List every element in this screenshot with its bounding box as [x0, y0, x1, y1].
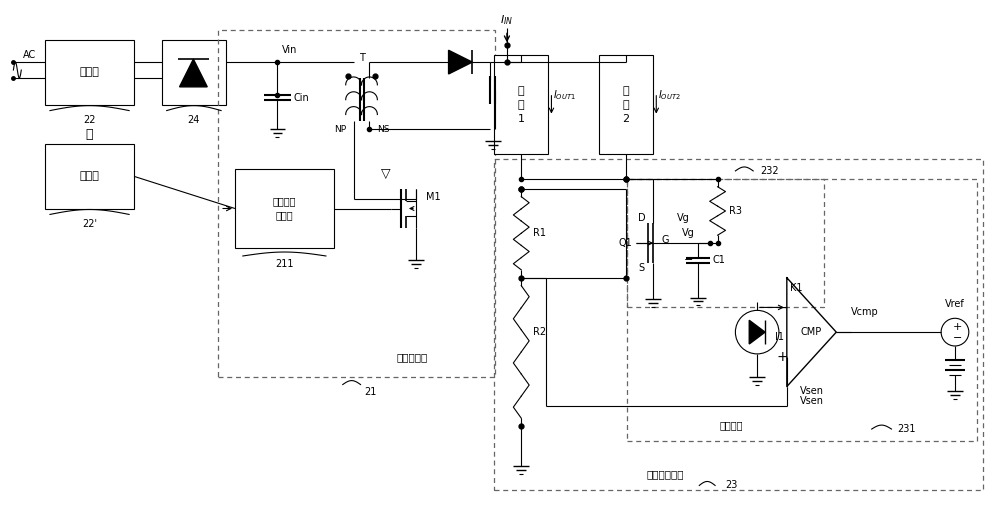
Text: R3: R3	[729, 206, 742, 216]
Text: K1: K1	[790, 282, 803, 293]
Polygon shape	[180, 59, 207, 87]
Text: M1: M1	[426, 192, 440, 202]
Text: Cin: Cin	[293, 93, 309, 103]
Text: $I_{OUT2}$: $I_{OUT2}$	[658, 88, 681, 102]
Text: G: G	[661, 235, 669, 245]
Text: −: −	[953, 333, 963, 343]
Text: +: +	[776, 350, 788, 364]
Bar	[45, 40, 134, 105]
Text: Q1: Q1	[619, 238, 632, 248]
Text: 22': 22'	[82, 219, 97, 229]
Text: 23: 23	[726, 481, 738, 490]
Text: 231: 231	[898, 424, 916, 434]
Text: S: S	[638, 263, 644, 273]
Text: 负
载
1: 负 载 1	[518, 86, 525, 123]
Bar	[162, 40, 226, 105]
Text: $I_{OUT1}$: $I_{OUT1}$	[553, 88, 576, 102]
Text: 22: 22	[83, 115, 96, 125]
Text: 调光器: 调光器	[80, 171, 99, 181]
Text: $I_{IN}$: $I_{IN}$	[500, 14, 514, 27]
Text: I1: I1	[775, 332, 784, 342]
Text: 232: 232	[760, 166, 779, 176]
Text: D: D	[638, 213, 645, 224]
Text: 21: 21	[364, 388, 377, 397]
Bar	[218, 30, 495, 376]
Text: C1: C1	[713, 255, 726, 265]
Text: Vref: Vref	[945, 299, 965, 309]
Polygon shape	[449, 50, 472, 74]
Text: 211: 211	[275, 259, 294, 269]
Bar	[627, 179, 977, 441]
Text: Vcmp: Vcmp	[851, 307, 879, 318]
Text: Vin: Vin	[282, 45, 298, 55]
Text: Vsen: Vsen	[800, 396, 824, 406]
Text: Vsen: Vsen	[800, 387, 824, 396]
Text: NS: NS	[377, 125, 390, 134]
Text: R2: R2	[533, 327, 546, 337]
Text: 24: 24	[187, 115, 200, 125]
Text: Vg: Vg	[677, 213, 689, 224]
Text: NP: NP	[334, 125, 346, 134]
Text: AC: AC	[23, 50, 37, 60]
Text: 可调光控
制电路: 可调光控 制电路	[273, 197, 296, 220]
Text: −: −	[776, 300, 788, 314]
Bar	[235, 169, 334, 248]
Bar	[627, 179, 824, 307]
Text: 电流分配电路: 电流分配电路	[646, 469, 684, 480]
Text: R1: R1	[533, 228, 546, 238]
Text: ▽: ▽	[381, 167, 391, 180]
Text: 或: 或	[86, 128, 93, 141]
Text: +: +	[953, 322, 963, 332]
Polygon shape	[749, 320, 765, 344]
Text: T: T	[359, 53, 364, 63]
Bar	[494, 55, 548, 154]
Bar	[599, 55, 653, 154]
Text: 负
载
2: 负 载 2	[623, 86, 630, 123]
Text: Vg: Vg	[682, 228, 694, 238]
Bar	[45, 144, 134, 208]
Text: 反馈电路: 反馈电路	[720, 420, 743, 430]
Bar	[494, 159, 983, 490]
Text: 调光器: 调光器	[80, 68, 99, 78]
Text: 功率变换器: 功率变换器	[396, 352, 428, 362]
Text: CMP: CMP	[801, 327, 822, 337]
Text: −: −	[683, 255, 693, 265]
